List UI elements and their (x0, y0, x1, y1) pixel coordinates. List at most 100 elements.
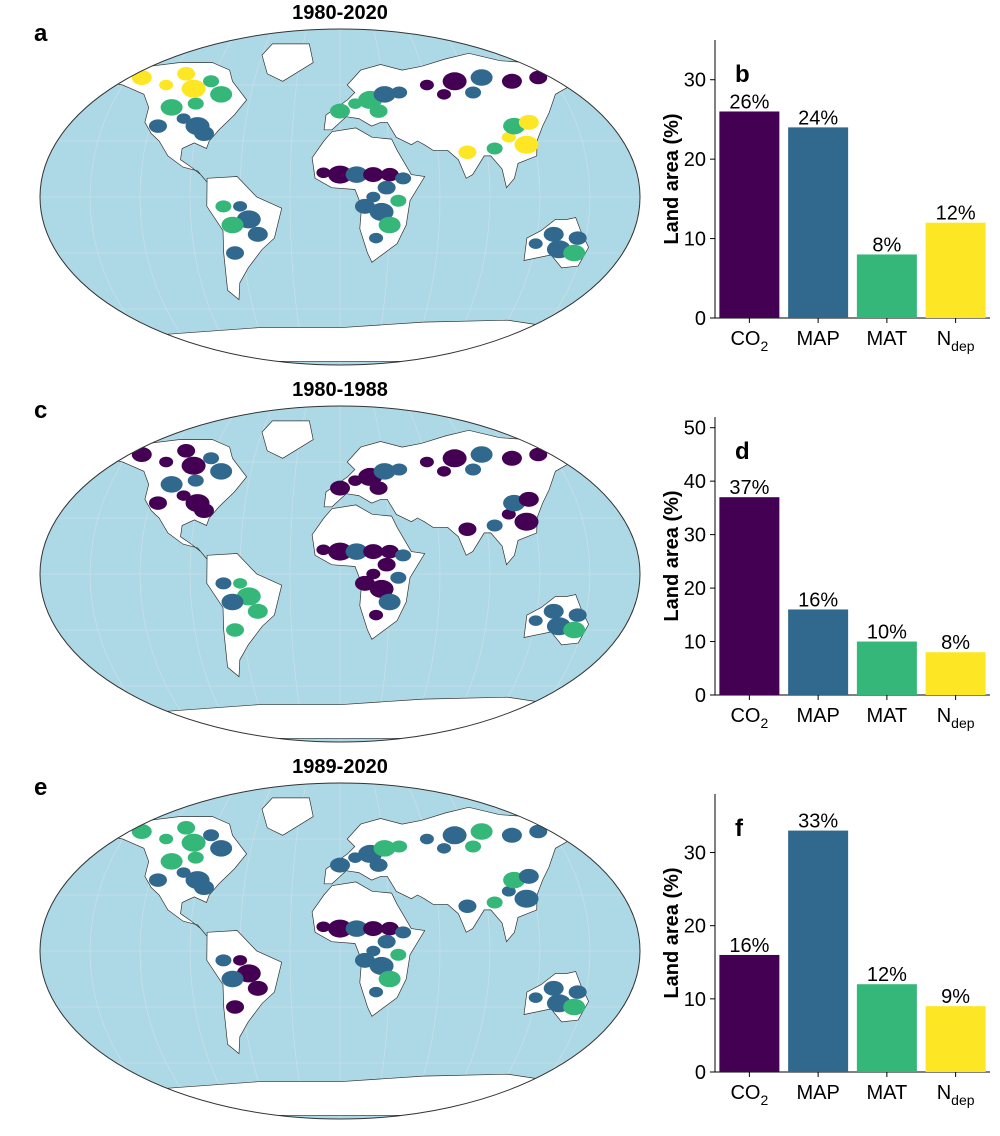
dominance-patch-africa (369, 956, 394, 975)
dominance-patch-north-america (194, 503, 215, 519)
dominance-patch-south-america (221, 970, 244, 988)
dominance-patch-east-asia (514, 135, 539, 154)
dominance-patch-canada (159, 456, 174, 468)
panel-letter-e: e (34, 774, 48, 801)
panel-letter-f: f (735, 815, 744, 842)
bar-co2 (719, 111, 780, 318)
dominance-patch-east-asia (458, 522, 477, 536)
data-label: 12% (936, 203, 976, 225)
dominance-patch-canada (131, 447, 152, 463)
dominance-patch-north-america (176, 113, 191, 124)
dominance-patch-east-asia (458, 899, 477, 913)
dominance-patch-south-america (215, 577, 232, 590)
dominance-patch-east-asia (514, 889, 539, 908)
bar-ndep (925, 1006, 986, 1072)
dominance-patch-north-america (194, 126, 215, 142)
data-label: 37% (729, 477, 769, 499)
bar-chart-d: d 0 10 20 30 40 50 Land area (%) 37% CO2 16% MAP 10%… (661, 417, 990, 731)
dominance-patch-sahel (316, 921, 331, 932)
dominance-patch-africa (369, 609, 384, 621)
dominance-patch-north-america (187, 97, 204, 110)
dominance-patch-europe (330, 857, 350, 873)
dominance-patch-africa (377, 180, 396, 195)
data-label: 16% (729, 935, 769, 957)
dominance-patch-africa (369, 202, 394, 221)
dominance-patch-africa (354, 198, 375, 214)
dominance-patch-africa (369, 579, 394, 598)
data-label: 10% (867, 622, 907, 644)
bar-map (788, 609, 849, 695)
dominance-patch-north-america (160, 99, 183, 116)
map-border (39, 782, 641, 1120)
dominance-patch-europe (391, 840, 408, 853)
world-map (39, 28, 641, 366)
dominance-patch-siberia (442, 449, 467, 468)
map-title-a: 1980-2020 (292, 2, 388, 24)
y-tick-label: 0 (695, 1062, 706, 1084)
data-label: 12% (867, 964, 907, 986)
data-label: 26% (729, 91, 769, 113)
dominance-patch-south-america (215, 200, 232, 213)
bar-ndep (925, 652, 986, 695)
map-panel-c: c 1980-1988 (0, 377, 680, 754)
dominance-patch-siberia (470, 69, 493, 86)
dominance-patch-east-asia (501, 132, 516, 143)
y-tick-label: 10 (684, 989, 706, 1011)
dominance-patch-australia (528, 992, 543, 1003)
dominance-patch-europe (369, 481, 388, 495)
bar-panel-f: f 0 10 20 30 Land area (%) 16% CO2 33% MAP 12% MAT 9… (640, 754, 1000, 1131)
dominance-patch-east-asia (501, 886, 516, 897)
dominance-patch-south-america (215, 954, 232, 967)
x-tick-label: MAP (796, 1082, 839, 1104)
y-tick-label: 10 (684, 632, 706, 654)
dominance-patch-australia (563, 244, 586, 262)
map-panel-e: e 1989-2020 (0, 754, 680, 1131)
dominance-patch-europe (373, 463, 396, 480)
dominance-patch-australia (568, 608, 587, 622)
land-europe-asia (323, 806, 596, 943)
dominance-patch-africa (390, 948, 407, 961)
dominance-patch-north-america (160, 853, 183, 870)
dominance-patch-canada (181, 833, 206, 852)
x-tick-label: CO2 (730, 1082, 768, 1108)
bar-mat (856, 254, 917, 318)
dominance-patch-africa (377, 557, 396, 572)
dominance-patch-south-america (233, 201, 248, 212)
dominance-patch-siberia (442, 72, 467, 91)
dominance-patch-canada (177, 444, 196, 458)
dominance-patch-africa (366, 945, 381, 957)
y-tick-label: 20 (684, 578, 706, 600)
dominance-patch-australia (543, 226, 564, 242)
dominance-patch-north-america (160, 476, 183, 493)
dominance-patch-africa (390, 194, 407, 207)
dominance-patch-sahel (395, 549, 412, 562)
dominance-patch-canada (181, 79, 206, 98)
dominance-patch-siberia (501, 73, 522, 89)
dominance-patch-europe (330, 103, 350, 119)
bar-ndep (925, 222, 986, 318)
dominance-patch-canada (159, 79, 174, 91)
dominance-patch-sahel (345, 920, 368, 937)
dominance-patch-sahel (380, 921, 399, 936)
dominance-patch-canada (131, 824, 152, 840)
land-greenland (261, 420, 314, 459)
x-tick-label: Ndep (937, 705, 975, 731)
dominance-patch-north-america (187, 851, 204, 864)
y-tick-label: 20 (684, 916, 706, 938)
dominance-patch-siberia (419, 79, 434, 91)
dominance-patch-canada (210, 86, 233, 103)
land-europe-asia (323, 429, 596, 566)
bar-co2 (719, 497, 780, 695)
dominance-patch-africa (369, 232, 384, 244)
bar-mat (856, 641, 917, 695)
y-tick-label: 0 (695, 685, 706, 707)
dominance-patch-australia (528, 238, 543, 249)
dominance-patch-siberia (529, 824, 548, 839)
dominance-patch-canada (177, 67, 196, 81)
dominance-patch-north-america (187, 474, 204, 487)
dominance-patch-east-asia (518, 491, 539, 507)
y-axis-label: Land area (%) (661, 867, 683, 998)
dominance-patch-south-america (226, 246, 245, 260)
dominance-patch-europe (369, 858, 388, 872)
